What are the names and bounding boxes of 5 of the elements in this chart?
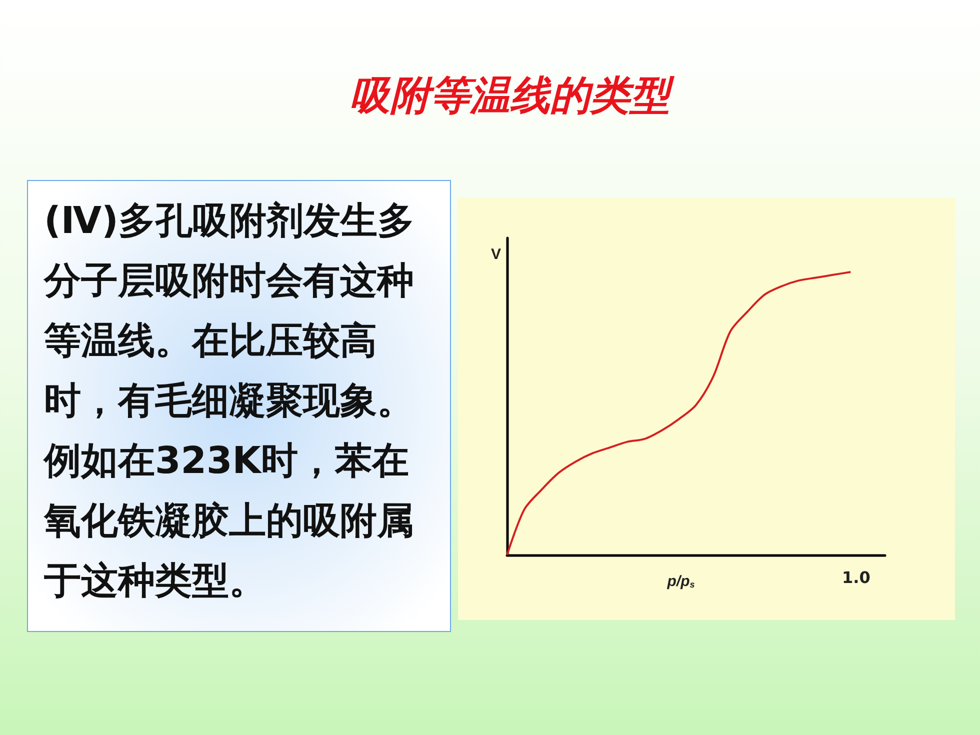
text: (Ⅳ)多孔吸附剂发生多分子层吸附时会有这种等温线。在比压较高时，有毛细凝聚现象。例如在323K时，苯在氧化铁凝胶上的吸附属于这种类型。 xyxy=(27,180,451,632)
chart-title: 吸附等温线的类型 xyxy=(349,71,676,121)
y-axis-title: V xyxy=(490,246,501,263)
text: 1.0 xyxy=(842,568,870,587)
x-axis-title: p/ps xyxy=(666,572,695,590)
